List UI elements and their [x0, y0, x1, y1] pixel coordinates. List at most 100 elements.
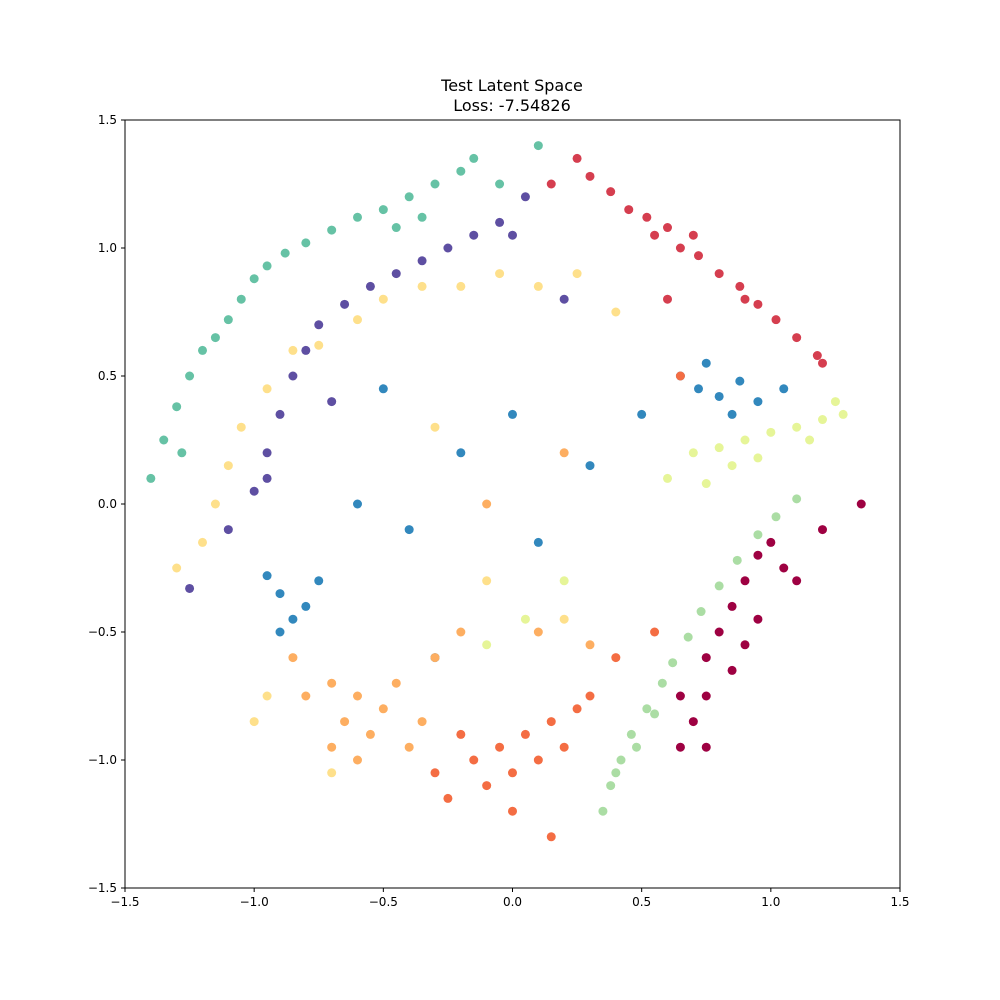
point	[469, 153, 479, 163]
point	[732, 555, 742, 565]
point	[753, 550, 763, 560]
point	[327, 225, 337, 235]
point	[185, 371, 195, 381]
point	[559, 614, 569, 624]
point	[606, 781, 616, 791]
point	[482, 640, 492, 650]
point	[675, 691, 685, 701]
point	[495, 217, 505, 227]
point	[714, 581, 724, 591]
point	[611, 768, 621, 778]
x-tick-label: −1.5	[110, 895, 139, 909]
point	[456, 729, 466, 739]
point	[585, 171, 595, 181]
point	[520, 614, 530, 624]
point	[482, 781, 492, 791]
point	[262, 261, 272, 271]
point	[146, 473, 156, 483]
point	[792, 333, 802, 343]
point	[779, 384, 789, 394]
point	[650, 709, 660, 719]
point	[469, 755, 479, 765]
point	[632, 742, 641, 752]
point	[314, 320, 324, 330]
point	[391, 678, 401, 688]
point	[443, 793, 453, 803]
point	[779, 563, 789, 573]
point	[340, 717, 350, 727]
point	[818, 525, 827, 535]
point	[327, 768, 337, 778]
point	[650, 230, 660, 240]
point	[663, 223, 672, 233]
point	[301, 691, 311, 701]
point	[275, 409, 285, 419]
point	[572, 269, 582, 279]
point	[688, 230, 698, 240]
point	[546, 832, 556, 842]
point	[177, 448, 187, 458]
point	[353, 315, 362, 325]
point	[701, 358, 711, 368]
point	[262, 384, 272, 394]
point	[482, 576, 492, 586]
point	[585, 691, 595, 701]
point	[683, 632, 693, 642]
point	[288, 653, 298, 663]
point	[508, 409, 517, 419]
point	[417, 212, 427, 222]
y-tick-label: 0.5	[98, 369, 117, 383]
point	[838, 409, 848, 419]
point	[642, 212, 652, 222]
point	[675, 243, 685, 253]
point	[657, 678, 667, 688]
point	[508, 806, 517, 816]
point	[223, 525, 233, 535]
point	[262, 473, 272, 483]
point	[727, 409, 737, 419]
point	[559, 742, 569, 752]
point	[735, 376, 745, 386]
point	[792, 422, 802, 432]
point	[417, 256, 427, 266]
point	[198, 537, 207, 547]
point	[637, 409, 647, 419]
y-tick-label: −1.0	[88, 753, 117, 767]
point	[417, 281, 427, 291]
point	[533, 537, 543, 547]
point	[508, 230, 517, 240]
point	[753, 530, 763, 540]
point	[340, 299, 350, 309]
point	[378, 294, 388, 304]
point	[740, 294, 750, 304]
point	[508, 768, 517, 778]
point	[456, 166, 466, 176]
point	[714, 627, 724, 637]
point	[753, 453, 763, 463]
point	[559, 576, 569, 586]
point	[314, 340, 324, 350]
point	[520, 729, 530, 739]
point	[365, 281, 375, 291]
point	[249, 717, 259, 727]
point	[353, 499, 362, 509]
point	[469, 230, 479, 240]
point	[391, 269, 401, 279]
x-tick-label: −0.5	[369, 895, 398, 909]
point	[262, 448, 272, 458]
point	[172, 563, 182, 573]
point	[301, 238, 311, 248]
point	[533, 281, 543, 291]
point	[714, 443, 724, 453]
x-tick-label: 1.0	[761, 895, 780, 909]
point	[533, 755, 543, 765]
point	[766, 537, 776, 547]
point	[443, 243, 453, 253]
point	[753, 397, 763, 407]
point	[792, 494, 802, 504]
point	[856, 499, 866, 509]
point	[417, 717, 427, 727]
point	[327, 397, 337, 407]
